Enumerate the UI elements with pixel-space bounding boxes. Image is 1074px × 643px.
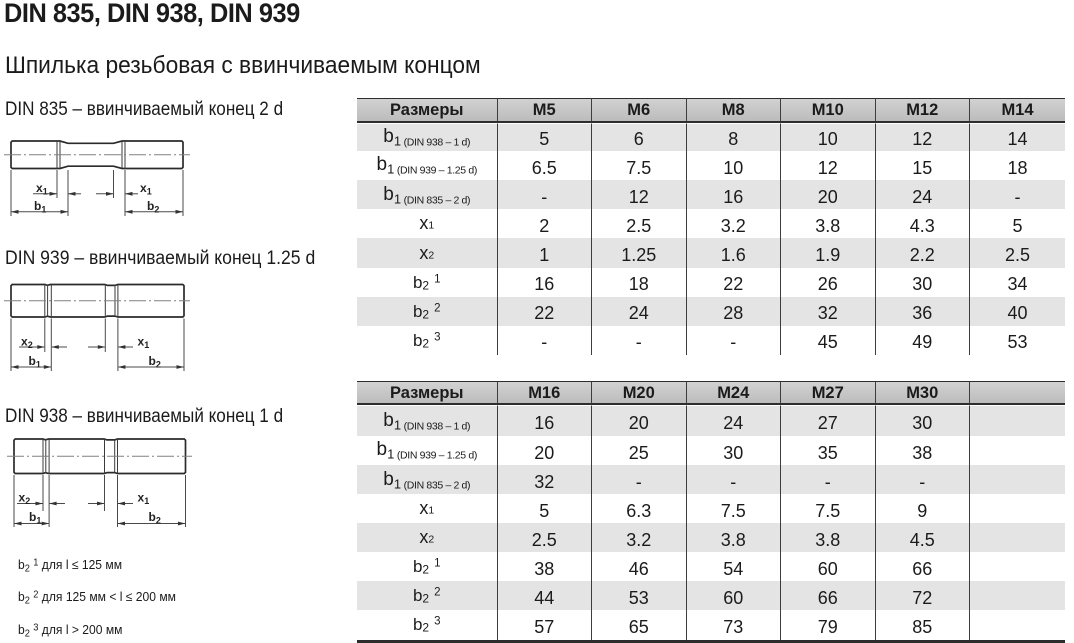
svg-text:x1: x1 <box>36 181 48 197</box>
svg-text:x2: x2 <box>21 334 33 350</box>
svg-text:b1: b1 <box>29 510 41 526</box>
svg-text:b1: b1 <box>34 199 46 215</box>
svg-text:x1: x1 <box>138 491 150 507</box>
svg-text:x2: x2 <box>19 491 31 507</box>
svg-text:x1: x1 <box>138 334 150 350</box>
svg-text:b1: b1 <box>29 354 41 370</box>
svg-text:b2: b2 <box>149 354 161 370</box>
svg-text:b2: b2 <box>149 510 161 526</box>
svg-text:x1: x1 <box>140 181 152 197</box>
svg-text:b2: b2 <box>147 199 159 215</box>
